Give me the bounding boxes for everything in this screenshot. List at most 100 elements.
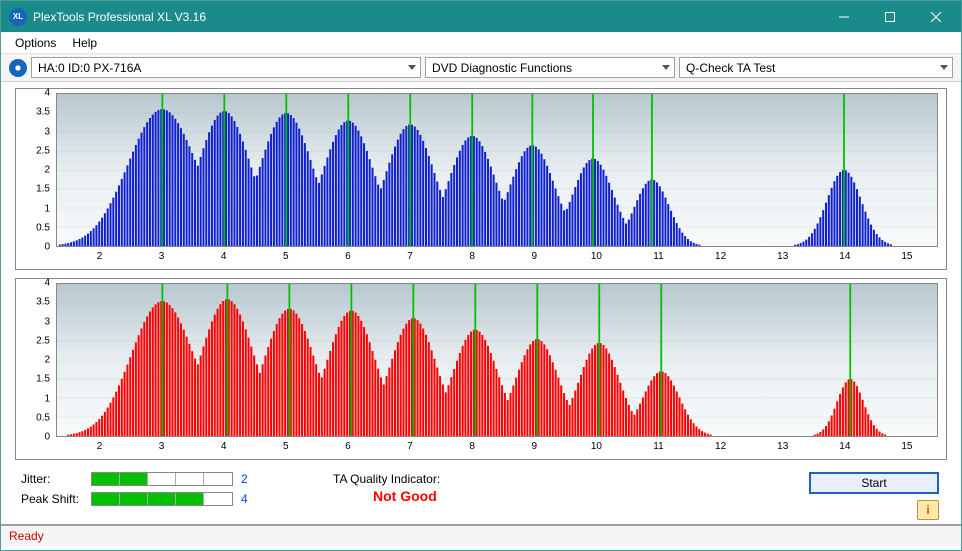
- info-button[interactable]: i: [917, 500, 939, 520]
- x-tick: 12: [715, 251, 726, 262]
- y-tick: 3: [44, 316, 50, 327]
- x-tick: 10: [591, 251, 602, 262]
- y-tick: 0.5: [36, 222, 50, 233]
- x-tick: 14: [839, 251, 850, 262]
- jitter-value: 2: [241, 472, 255, 486]
- drive-selector-value: HA:0 ID:0 PX-716A: [38, 61, 141, 75]
- chart-top-yaxis: 00.511.522.533.54: [16, 93, 54, 247]
- x-tick: 2: [97, 251, 103, 262]
- meter-segment: [92, 473, 120, 485]
- chart-bottom-yaxis: 00.511.522.533.54: [16, 283, 54, 437]
- test-selector-value: Q-Check TA Test: [686, 61, 775, 75]
- x-tick: 3: [159, 251, 165, 262]
- y-tick: 0: [44, 432, 50, 443]
- app-icon: XL: [9, 8, 27, 26]
- jitter-bar: [91, 472, 233, 486]
- meter-segment: [120, 493, 148, 505]
- y-tick: 3.5: [36, 107, 50, 118]
- y-tick: 3.5: [36, 297, 50, 308]
- y-tick: 0: [44, 242, 50, 253]
- chart-top: 00.511.522.533.54 23456789101112131415: [15, 88, 947, 270]
- drive-selector[interactable]: HA:0 ID:0 PX-716A: [31, 57, 421, 78]
- x-tick: 11: [653, 251, 663, 262]
- x-tick: 9: [531, 441, 537, 452]
- x-tick: 15: [901, 251, 912, 262]
- x-tick: 13: [777, 251, 788, 262]
- chart-bottom-plot: [56, 283, 938, 437]
- function-selector-value: DVD Diagnostic Functions: [432, 61, 572, 75]
- x-tick: 5: [283, 441, 289, 452]
- meter-segment: [204, 493, 232, 505]
- chevron-down-icon: [662, 65, 670, 70]
- meter-segment: [204, 473, 232, 485]
- app-window: XL PlexTools Professional XL V3.16 Optio…: [0, 0, 962, 551]
- x-tick: 14: [839, 441, 850, 452]
- x-tick: 11: [653, 441, 663, 452]
- x-tick: 8: [469, 441, 475, 452]
- y-tick: 1: [44, 393, 50, 404]
- chart-bottom: 00.511.522.533.54 23456789101112131415: [15, 278, 947, 460]
- x-tick: 3: [159, 441, 165, 452]
- peakshift-meter: Peak Shift: 4: [21, 492, 255, 506]
- y-tick: 0.5: [36, 412, 50, 423]
- status-text: Ready: [9, 529, 44, 543]
- quality-label: TA Quality Indicator:: [333, 472, 440, 486]
- x-tick: 6: [345, 251, 351, 262]
- y-tick: 3: [44, 126, 50, 137]
- x-tick: 9: [531, 251, 537, 262]
- meter-segment: [148, 473, 176, 485]
- window-title: PlexTools Professional XL V3.16: [33, 10, 821, 24]
- disc-icon: [9, 59, 27, 77]
- chevron-down-icon: [408, 65, 416, 70]
- peakshift-bar: [91, 492, 233, 506]
- y-tick: 1.5: [36, 374, 50, 385]
- quality-indicator: TA Quality Indicator: Not Good: [273, 472, 791, 504]
- menu-help[interactable]: Help: [64, 34, 105, 52]
- meter-segment: [92, 493, 120, 505]
- main-area: 00.511.522.533.54 23456789101112131415 0…: [1, 82, 961, 524]
- y-tick: 4: [44, 88, 50, 99]
- y-tick: 2.5: [36, 145, 50, 156]
- x-tick: 13: [777, 441, 788, 452]
- y-tick: 1.5: [36, 184, 50, 195]
- bottom-panel: Jitter: 2 Peak Shift: 4 TA Quality Indic…: [15, 468, 947, 520]
- chart-top-xaxis: 23456789101112131415: [56, 251, 938, 265]
- test-selector[interactable]: Q-Check TA Test: [679, 57, 953, 78]
- start-button[interactable]: Start: [809, 472, 939, 494]
- meter-segment: [176, 493, 204, 505]
- y-tick: 1: [44, 203, 50, 214]
- meter-segment: [120, 473, 148, 485]
- minimize-button[interactable]: [821, 2, 867, 31]
- x-tick: 12: [715, 441, 726, 452]
- quality-value: Not Good: [333, 488, 437, 504]
- x-tick: 8: [469, 251, 475, 262]
- x-tick: 6: [345, 441, 351, 452]
- chevron-down-icon: [940, 65, 948, 70]
- y-tick: 2: [44, 355, 50, 366]
- y-tick: 2.5: [36, 335, 50, 346]
- statusbar: Ready: [1, 524, 961, 546]
- maximize-button[interactable]: [867, 2, 913, 31]
- x-tick: 2: [97, 441, 103, 452]
- y-tick: 2: [44, 165, 50, 176]
- x-tick: 4: [221, 441, 227, 452]
- peakshift-label: Peak Shift:: [21, 492, 83, 506]
- meter-segment: [176, 473, 204, 485]
- x-tick: 15: [901, 441, 912, 452]
- x-tick: 4: [221, 251, 227, 262]
- chart-bottom-xaxis: 23456789101112131415: [56, 441, 938, 455]
- toolbar: HA:0 ID:0 PX-716A DVD Diagnostic Functio…: [1, 54, 961, 82]
- jitter-meter: Jitter: 2: [21, 472, 255, 486]
- menu-options[interactable]: Options: [7, 34, 64, 52]
- peakshift-value: 4: [241, 492, 255, 506]
- titlebar: XL PlexTools Professional XL V3.16: [1, 1, 961, 32]
- function-selector[interactable]: DVD Diagnostic Functions: [425, 57, 675, 78]
- meters: Jitter: 2 Peak Shift: 4: [21, 472, 255, 506]
- close-button[interactable]: [913, 2, 959, 31]
- chart-top-plot: [56, 93, 938, 247]
- menubar: Options Help: [1, 32, 961, 54]
- y-tick: 4: [44, 278, 50, 289]
- x-tick: 7: [407, 441, 413, 452]
- x-tick: 7: [407, 251, 413, 262]
- jitter-label: Jitter:: [21, 472, 83, 486]
